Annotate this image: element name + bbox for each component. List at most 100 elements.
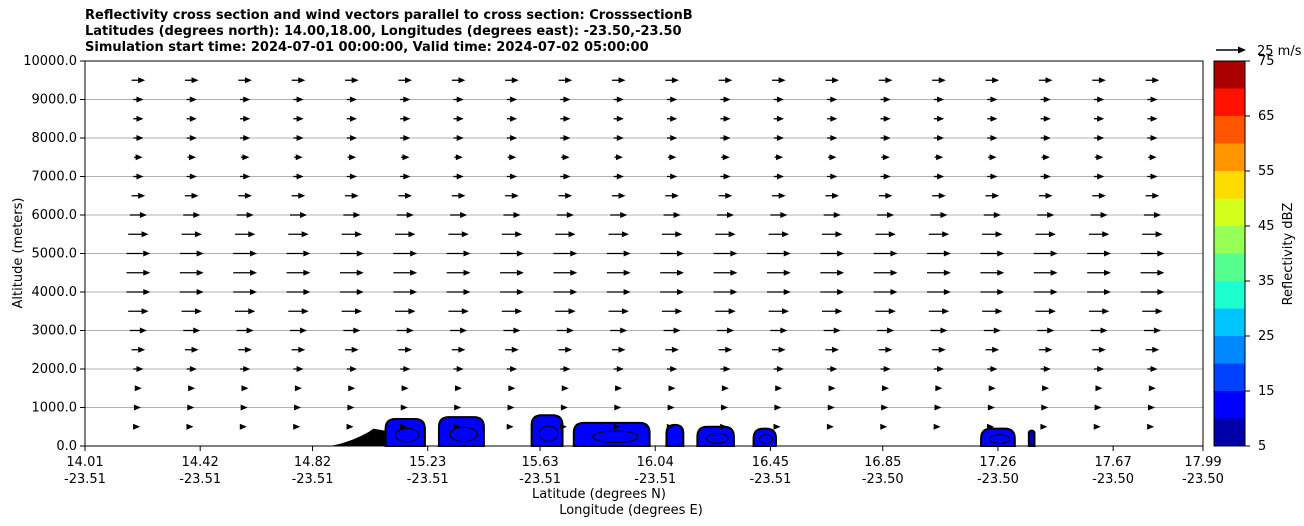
- wind-vector: [505, 77, 519, 84]
- colorbar-tick-label: 35: [1258, 274, 1275, 289]
- wind-vector: [982, 231, 1003, 238]
- chart-title-line-2: Latitudes (degrees north): 14.00,18.00, …: [85, 24, 682, 39]
- wind-vector: [827, 135, 838, 141]
- wind-vector: [131, 192, 146, 199]
- wind-vector: [343, 212, 361, 218]
- x-tick-label-lat: 16.85: [864, 455, 901, 470]
- wind-vector: [881, 404, 889, 411]
- wind-vector: [987, 115, 998, 122]
- wind-vector: [453, 96, 464, 103]
- wind-vector: [1038, 192, 1053, 199]
- wind-vector: [343, 327, 361, 334]
- colorbar-segment: [1214, 418, 1245, 446]
- wind-vector: [980, 289, 1005, 295]
- x-tick-label-lon: -23.51: [292, 472, 334, 487]
- wind-vector: [822, 231, 843, 238]
- wind-vector: [240, 404, 248, 411]
- wind-vector: [561, 154, 570, 161]
- y-tick-label: 1000.0: [32, 401, 78, 416]
- wind-vector: [398, 77, 413, 84]
- wind-vector: [400, 96, 411, 103]
- wind-vector: [773, 366, 784, 372]
- wind-vector: [1143, 327, 1161, 334]
- wind-vector: [614, 404, 622, 411]
- wind-vector: [396, 212, 414, 218]
- wind-vector: [933, 423, 941, 430]
- wind-vector: [448, 308, 469, 315]
- wind-vector: [187, 154, 196, 161]
- y-tick-label: 10000.0: [23, 54, 77, 69]
- y-axis-label: Altitude (meters): [11, 198, 26, 309]
- wind-vector: [393, 289, 418, 295]
- wind-vector: [613, 96, 624, 103]
- wind-vector: [339, 289, 364, 295]
- wind-vector: [933, 115, 945, 122]
- wind-vector: [393, 250, 418, 257]
- echo-contour: [758, 434, 774, 444]
- wind-vector: [133, 423, 141, 430]
- quiver-key-label: 25 m/s: [1257, 44, 1302, 59]
- wind-vector: [666, 115, 678, 122]
- x-tick-label-lat: 16.04: [637, 455, 674, 470]
- wind-vector: [233, 269, 258, 276]
- wind-vector: [506, 366, 518, 372]
- wind-vector: [772, 346, 786, 353]
- wind-vector: [341, 308, 363, 315]
- wind-vector: [1093, 115, 1105, 122]
- wind-vector: [286, 269, 311, 276]
- wind-vector: [930, 327, 948, 334]
- wind-vector: [827, 96, 838, 103]
- wind-vector: [293, 115, 304, 122]
- wind-vector: [186, 96, 197, 103]
- x-tick-label-lat: 14.42: [182, 455, 219, 470]
- wind-vector: [768, 308, 790, 315]
- colorbar-segment: [1214, 253, 1245, 281]
- wind-vector: [1090, 212, 1108, 218]
- wind-vector: [770, 212, 788, 218]
- colorbar-tick-label: 55: [1258, 164, 1275, 179]
- wind-vector: [927, 250, 951, 257]
- wind-vector: [179, 289, 204, 295]
- wind-vector: [133, 173, 144, 180]
- wind-vector: [1087, 250, 1111, 257]
- wind-vector: [501, 308, 523, 315]
- wind-vector: [881, 154, 890, 161]
- wind-vector: [721, 154, 730, 161]
- wind-vector: [934, 154, 944, 161]
- wind-vector: [179, 269, 204, 276]
- wind-vector: [286, 250, 311, 257]
- colorbar-segment: [1214, 88, 1245, 116]
- wind-vector: [186, 173, 197, 180]
- colorbar-segment: [1214, 391, 1245, 419]
- wind-vector: [720, 173, 731, 180]
- wind-vector: [446, 269, 471, 276]
- wind-vector: [766, 289, 791, 295]
- wind-vector: [661, 308, 683, 315]
- wind-vector: [179, 250, 204, 257]
- y-tick-label: 8000.0: [32, 131, 78, 146]
- wind-vector: [1040, 366, 1051, 372]
- echo-contour: [706, 432, 729, 444]
- wind-vector: [614, 154, 623, 161]
- wind-vector: [560, 366, 571, 372]
- wind-vector: [396, 327, 414, 334]
- wind-vector: [880, 96, 891, 103]
- wind-vector: [345, 192, 359, 199]
- y-tick-label: 7000.0: [32, 170, 78, 185]
- wind-vector: [1147, 366, 1158, 372]
- wind-vector: [980, 269, 1005, 276]
- wind-vector: [500, 289, 524, 295]
- wind-vector: [1140, 289, 1165, 295]
- x-tick-label-lon: -23.51: [407, 472, 449, 487]
- wind-vector: [606, 289, 631, 295]
- x-tick-label-lon: -23.51: [749, 472, 791, 487]
- wind-vector: [186, 366, 197, 372]
- wind-vector: [507, 404, 515, 411]
- wind-vector: [1142, 231, 1163, 238]
- echo-cell: [1027, 429, 1036, 447]
- echo-cell: [384, 418, 426, 447]
- wind-vector: [665, 77, 679, 84]
- wind-vector: [183, 327, 201, 334]
- wind-vector: [500, 269, 524, 276]
- wind-vector: [766, 250, 791, 257]
